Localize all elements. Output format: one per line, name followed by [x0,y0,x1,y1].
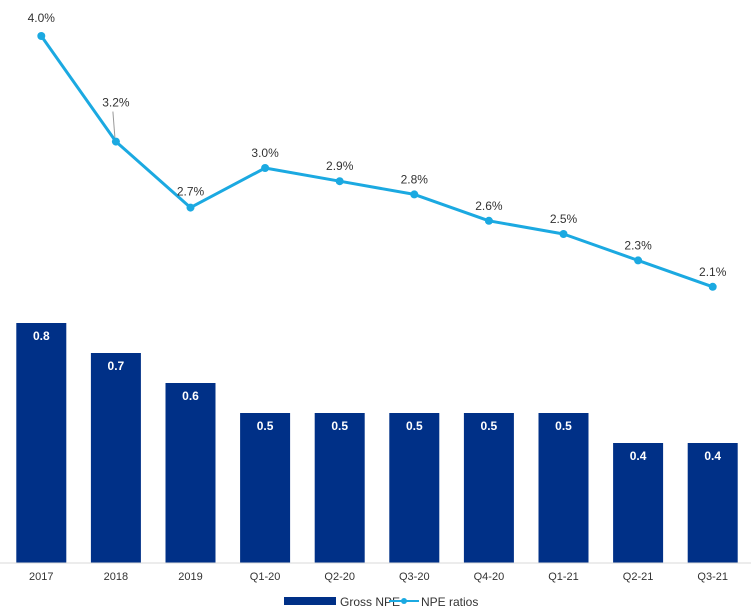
bar-q4-20 [463,413,514,563]
bar-value-label: 0.8 [33,329,50,343]
bar-value-label: 0.4 [630,449,647,463]
npe-ratio-label: 4.0% [28,11,56,25]
npe-ratio-point [708,282,717,291]
legend-label-npe-ratios: NPE ratios [421,595,478,609]
x-tick-label: Q2-20 [324,571,355,583]
bar-value-label: 0.4 [704,449,721,463]
bar-2018 [90,353,141,563]
npe-ratio-label: 2.9% [326,159,354,173]
bar-q1-20 [240,413,291,563]
x-tick-label: Q1-21 [548,571,579,583]
bar-q2-21 [613,443,664,563]
bar-q3-21 [687,443,738,563]
npe-ratio-label: 2.7% [177,185,205,199]
legend-marker-npe-ratios [401,598,407,604]
line-series-group [37,32,717,291]
npe-ratio-point [484,216,493,225]
npe-ratio-point [37,32,46,40]
bar-q3-20 [389,413,440,563]
bars-group [16,323,738,563]
npe-ratio-point [335,177,344,186]
npe-ratio-point [559,230,568,238]
legend: Gross NPE NPE ratios [284,595,478,609]
bar-q1-21 [538,413,589,563]
npe-ratio-label: 2.1% [699,265,727,279]
x-tick-label: Q3-21 [697,571,728,583]
bar-value-label: 0.5 [481,419,498,433]
npe-ratio-label: 2.3% [624,238,652,252]
bar-value-label: 0.7 [108,359,125,373]
x-tick-label: Q3-20 [399,571,430,583]
npe-ratio-label: 2.8% [401,172,429,186]
x-tick-label: Q2-21 [623,571,654,583]
legend-label-gross-npe: Gross NPE [340,595,400,609]
bar-value-label: 0.5 [331,419,348,433]
bar-value-label: 0.5 [257,419,274,433]
bar-q2-20 [314,413,365,563]
npe-ratio-point [186,203,195,212]
x-tick-label: 2019 [178,571,202,583]
x-tick-label: Q4-20 [474,571,505,583]
npe-ratio-point [634,256,643,265]
x-tick-label: Q1-20 [250,571,281,583]
x-tick-labels-group: 2017 2018 2019 Q1-20 Q2-20 Q3-20 Q4-20 Q1-21 Q2-… [29,571,728,583]
npe-ratio-label: 3.0% [251,146,279,160]
bar-2017 [16,323,67,563]
npe-ratio-point [261,164,270,172]
line-labels-group: 4.0% 3.2% 2.7% 3.0% 2.9% 2.8% 2.6% 2.5% 2.3% 2.1% [28,11,727,279]
npe-ratio-label: 2.6% [475,199,503,213]
npe-ratio-point [111,137,120,146]
npe-ratio-point [410,190,419,199]
legend-swatch-gross-npe [284,597,336,605]
x-tick-label: 2017 [29,571,53,583]
npe-ratio-label: 3.2% [102,96,130,110]
bar-labels-group: 0.8 0.7 0.6 0.5 0.5 0.5 0.5 0.5 0.4 0.4 [33,329,721,463]
npe-ratio-label: 2.5% [550,212,578,226]
bar-value-label: 0.5 [406,419,423,433]
x-tick-label: 2018 [104,571,128,583]
bar-value-label: 0.6 [182,389,199,403]
leader-line [112,111,116,138]
bar-2019 [165,383,216,563]
npe-ratio-line [40,35,714,289]
bar-value-label: 0.5 [555,419,572,433]
